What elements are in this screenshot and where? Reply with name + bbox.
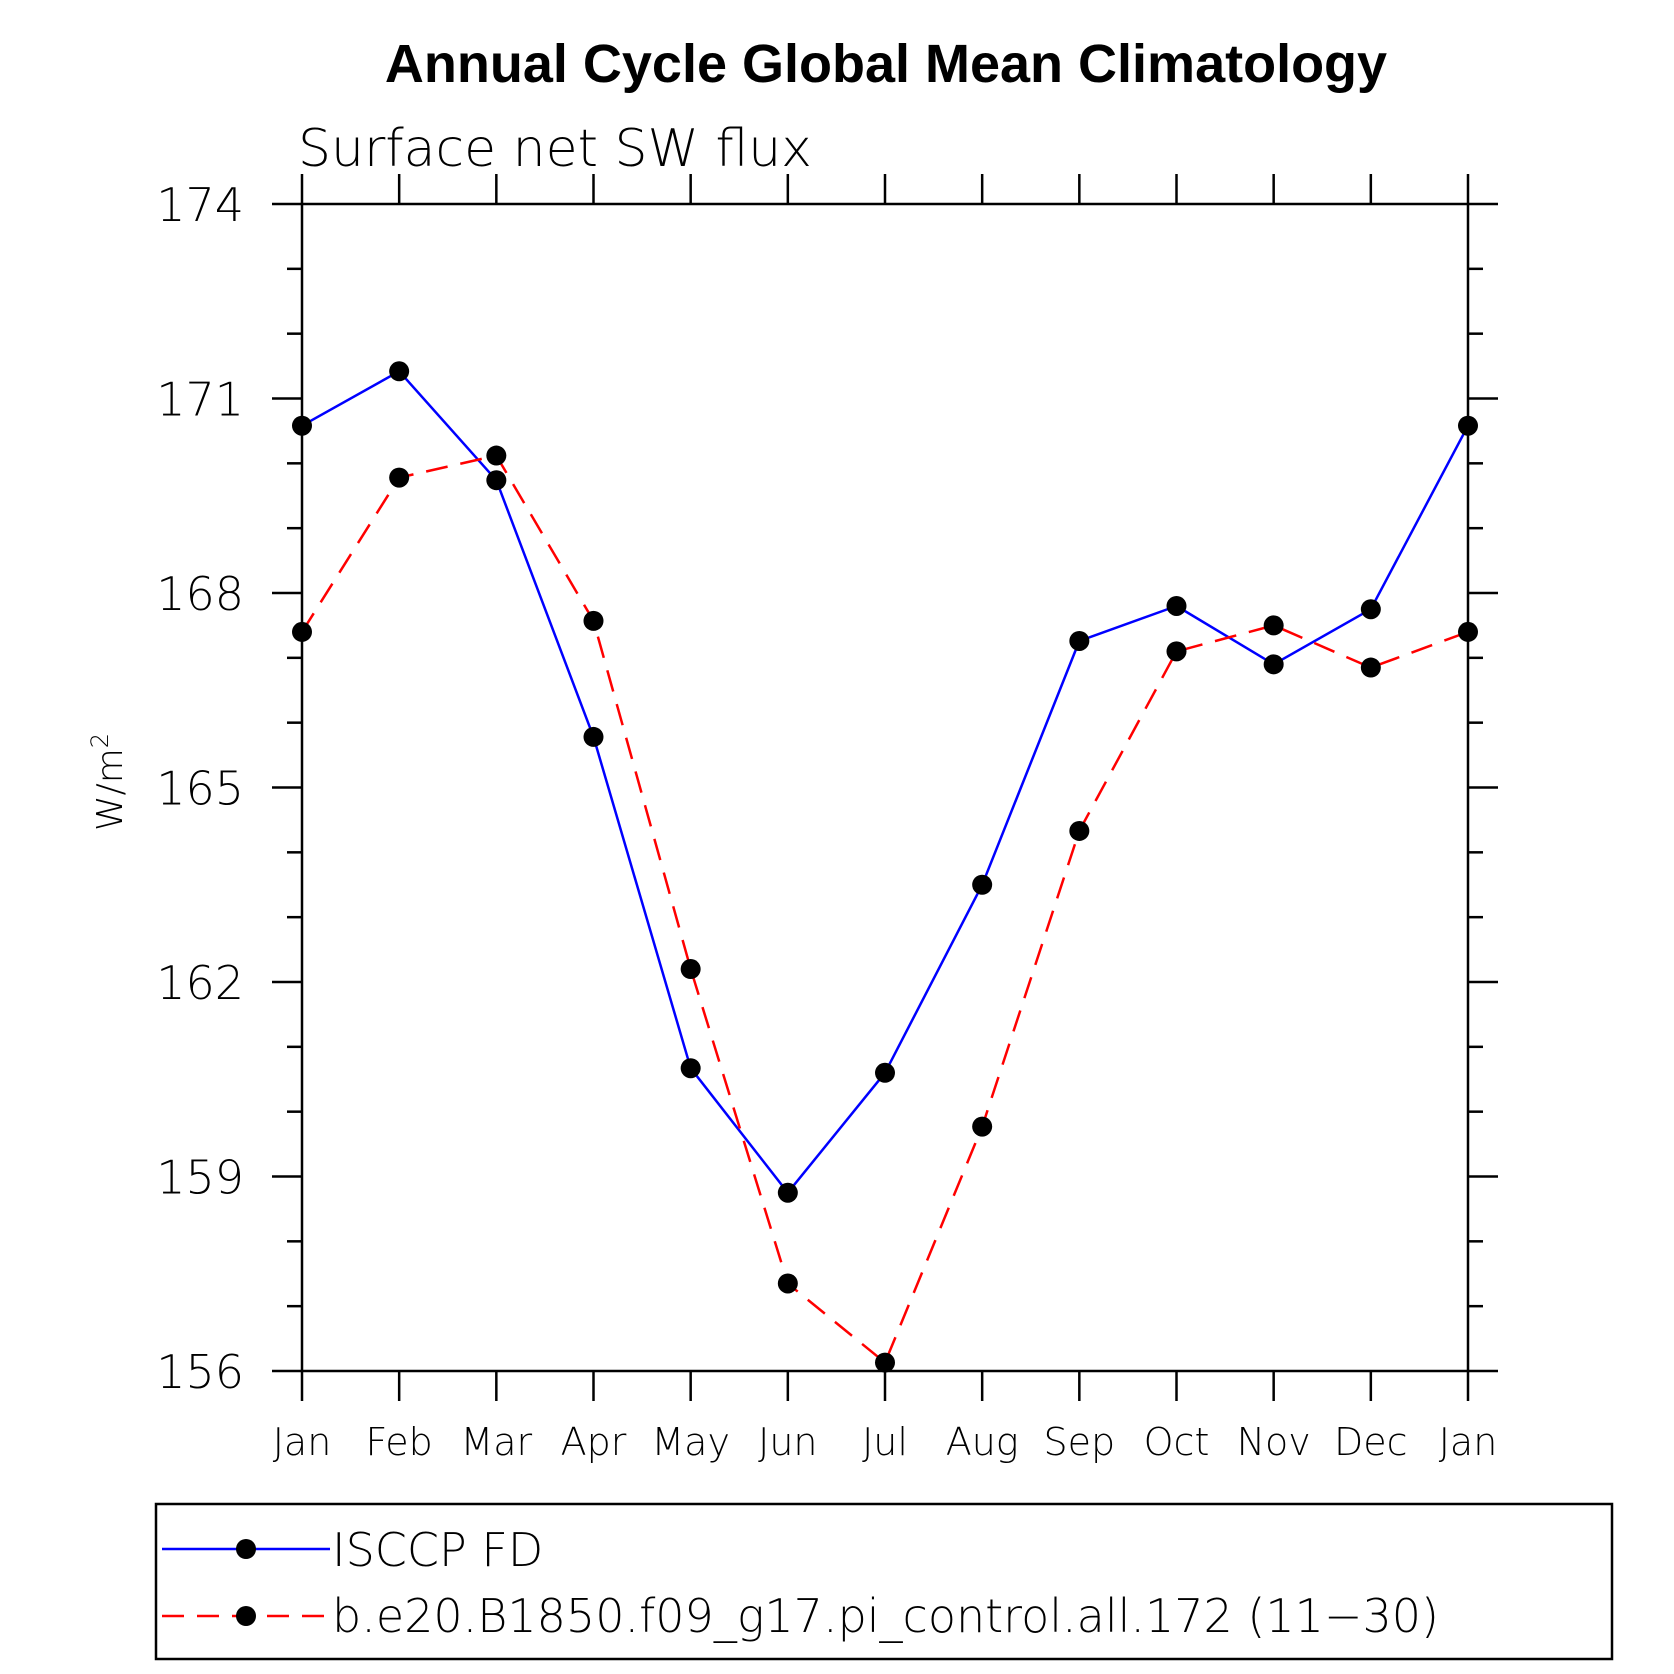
series-1-point bbox=[486, 445, 507, 466]
y-tick-label: 174 bbox=[156, 178, 244, 232]
series-1-point bbox=[1263, 615, 1284, 636]
x-tick-label: Nov bbox=[1237, 1420, 1311, 1464]
series-1-point bbox=[875, 1352, 895, 1373]
legend-marker-model bbox=[236, 1606, 256, 1626]
series-1-point bbox=[1360, 657, 1381, 678]
y-tick-label: 162 bbox=[156, 956, 244, 1010]
series-1-point bbox=[680, 959, 701, 980]
x-tick-label: Jan bbox=[1439, 1420, 1498, 1464]
x-tick-label: Jun bbox=[758, 1420, 817, 1464]
legend-entry-isccp: ISCCP FD bbox=[162, 1523, 543, 1577]
legend-marker-isccp bbox=[236, 1539, 256, 1559]
x-tick-label: Mar bbox=[460, 1420, 532, 1464]
series-1-point bbox=[777, 1273, 798, 1294]
series-0-point bbox=[1360, 599, 1381, 620]
series-0-point bbox=[972, 874, 993, 895]
series-0-point bbox=[583, 726, 604, 747]
series-0-point bbox=[292, 415, 312, 436]
x-tick-label: Apr bbox=[561, 1420, 627, 1464]
x-tick-label: May bbox=[651, 1420, 730, 1464]
series-1-point bbox=[972, 1116, 993, 1137]
axis-ticks bbox=[272, 174, 1498, 1401]
y-tick-label: 168 bbox=[156, 567, 244, 621]
series-layer bbox=[292, 361, 1478, 1373]
y-tick-label: 159 bbox=[156, 1151, 244, 1205]
series-0-point bbox=[1069, 630, 1090, 651]
x-tick-labels: Jan Feb Mar Apr May Jun Jul Aug Sep Oct Nov Dec Jan bbox=[273, 1420, 1498, 1464]
series-line-1 bbox=[300, 454, 1469, 1364]
plot-frame bbox=[300, 202, 1470, 1373]
series-0-point bbox=[1166, 595, 1187, 616]
x-tick-label: Sep bbox=[1044, 1420, 1116, 1464]
y-axis-label: W/m2 bbox=[86, 733, 131, 831]
legend-entry-model: b.e20.B1850.f09_g17.pi_control.all.172 (… bbox=[162, 1589, 1439, 1643]
x-tick-label: Aug bbox=[946, 1420, 1019, 1464]
series-0-point bbox=[1458, 415, 1478, 436]
chart-subtitle: Surface net SW flux bbox=[298, 119, 812, 179]
y-tick-label: 156 bbox=[156, 1345, 244, 1399]
series-1-point bbox=[583, 610, 604, 631]
x-tick-label: Jan bbox=[273, 1420, 332, 1464]
series-0-point bbox=[1263, 654, 1284, 675]
series-0-point bbox=[389, 361, 410, 382]
legend-label-isccp: ISCCP FD bbox=[332, 1523, 543, 1577]
y-tick-label: 165 bbox=[156, 762, 244, 816]
series-1-point bbox=[389, 467, 410, 488]
legend-label-model: b.e20.B1850.f09_g17.pi_control.all.172 (… bbox=[332, 1589, 1439, 1643]
series-0-point bbox=[680, 1058, 701, 1079]
y-tick-labels: 156 159 162 165 168 171 174 bbox=[156, 178, 244, 1399]
x-tick-label: Jul bbox=[862, 1420, 908, 1464]
chart-title: Annual Cycle Global Mean Climatology bbox=[385, 34, 1387, 94]
series-0-point bbox=[875, 1062, 895, 1083]
y-tick-label: 171 bbox=[156, 373, 244, 427]
series-1-point bbox=[1458, 621, 1478, 642]
series-1-point bbox=[292, 621, 312, 642]
series-0-point bbox=[486, 470, 507, 491]
x-tick-label: Feb bbox=[366, 1420, 433, 1464]
x-tick-label: Oct bbox=[1144, 1420, 1210, 1464]
series-0-point bbox=[777, 1182, 798, 1203]
legend-box bbox=[154, 1502, 1614, 1661]
series-1-point bbox=[1166, 641, 1187, 662]
series-1-point bbox=[1069, 820, 1090, 841]
x-tick-label: Dec bbox=[1334, 1420, 1408, 1464]
